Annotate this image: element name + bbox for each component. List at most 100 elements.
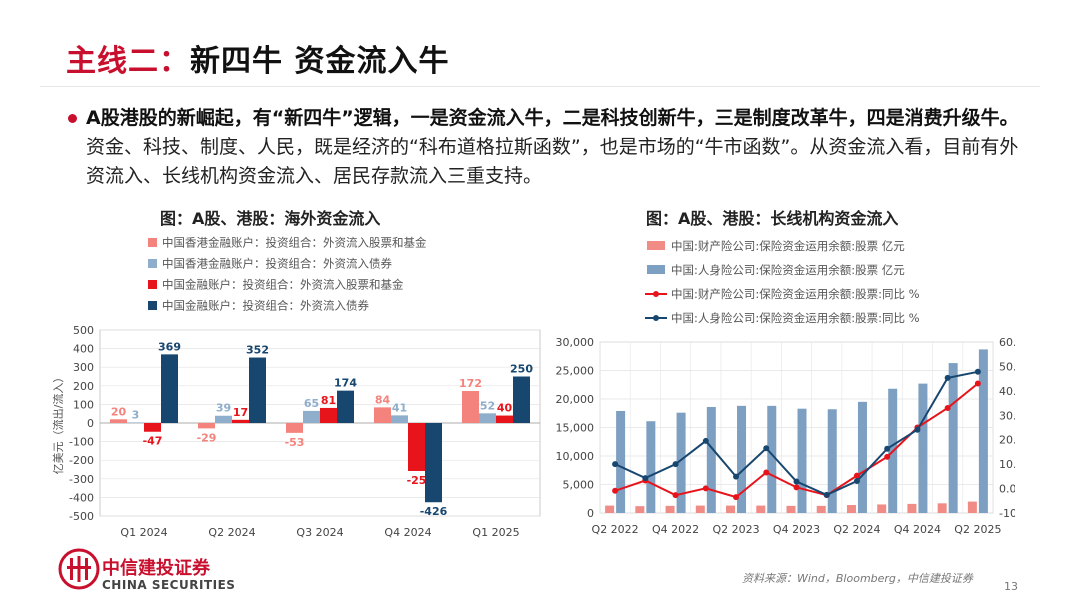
data-label-s2-c1: 17	[233, 406, 248, 419]
legend-label-0: 中国:财产险公司:保险资金运用余额:股票 亿元	[671, 239, 905, 253]
x-tick-label-5: Q4 2024	[894, 523, 941, 536]
y-tick-label-7: 200	[73, 380, 94, 393]
y2-tick-label-5: 40.0%	[999, 385, 1015, 398]
company-logo-icon	[58, 548, 100, 590]
point-s3-1	[642, 475, 649, 482]
bar-s1-0	[616, 410, 626, 513]
legend-label-2: 中国金融账户：投资组合：外资流入股票和基金	[162, 278, 404, 292]
data-label-s0-c3: 84	[375, 393, 391, 406]
y-tick-label-6: 100	[73, 398, 94, 411]
y2-tick-label-7: 60.0%	[999, 336, 1015, 349]
bar-s1-7	[827, 409, 837, 513]
y-tick-label-2: 10,000	[556, 450, 595, 463]
point-s3-12	[974, 368, 981, 375]
legend-label-3: 中国金融账户：投资组合：外资流入债券	[162, 299, 369, 313]
data-label-s2-c2: 81	[321, 394, 336, 407]
x-tick-label-3: Q4 2024	[384, 526, 431, 539]
y-tick-label-9: 400	[73, 343, 94, 356]
source-note: 资料来源：Wind，Bloomberg，中信建投证券	[742, 572, 973, 585]
bar-s0-0	[605, 505, 615, 513]
logo-text-cn: 中信建投证券	[102, 558, 210, 579]
y2-tick-label-6: 50.0%	[999, 360, 1015, 373]
bar-s1-10	[918, 383, 928, 513]
point-s2-4	[733, 494, 740, 501]
legend-swatch-1	[647, 265, 665, 274]
y2-tick-label-1: 0.0%	[999, 483, 1015, 496]
data-label-s3-c2: 174	[334, 377, 357, 390]
bar-s2-c4	[496, 415, 513, 423]
y2-tick-label-4: 30.0%	[999, 409, 1015, 422]
legend-marker-3	[653, 315, 659, 321]
x-tick-label-4: Q1 2025	[472, 526, 519, 539]
bar-s0-1	[635, 506, 645, 513]
data-label-s3-c1: 352	[246, 344, 269, 357]
legend-label-2: 中国:财产险公司:保险资金运用余额:股票:同比 %	[671, 287, 920, 301]
y-tick-label-0: 0	[587, 507, 594, 520]
point-s2-9	[884, 453, 891, 460]
chart-insurance-inflow: 中国:财产险公司:保险资金运用余额:股票 亿元中国:人身险公司:保险资金运用余额…	[556, 239, 1016, 536]
y-axis-label: 亿美元（流出/流入）	[51, 372, 65, 475]
data-label-s2-c3: -25	[407, 474, 427, 487]
bar-s0-c3	[374, 407, 391, 423]
x-tick-label-2: Q2 2023	[712, 523, 759, 536]
x-tick-label-1: Q2 2024	[208, 526, 255, 539]
y2-tick-label-0: -10.0%	[999, 507, 1015, 520]
x-tick-label-4: Q2 2024	[833, 523, 880, 536]
legend-swatch-2	[148, 280, 157, 289]
legend-swatch-3	[148, 301, 157, 310]
data-label-s2-c0: -47	[143, 435, 163, 448]
y2-tick-label-3: 20.0%	[999, 434, 1015, 447]
y-tick-label-8: 300	[73, 361, 94, 374]
x-tick-label-2: Q3 2024	[296, 526, 343, 539]
data-label-s3-c0: 369	[158, 340, 181, 353]
y-tick-label-1: -400	[69, 491, 94, 504]
bar-s1-8	[857, 401, 867, 513]
bar-s3-c3	[425, 423, 442, 503]
point-s2-3	[702, 485, 709, 492]
bar-s3-c0	[161, 354, 178, 423]
point-s3-8	[853, 477, 860, 484]
chart-foreign-inflow: 中国香港金融账户：投资组合：外资流入股票和基金中国香港金融账户：投资组合：外资流…	[51, 236, 541, 539]
bar-s0-5	[756, 505, 766, 513]
bar-s0-3	[695, 505, 705, 513]
point-s2-2	[672, 492, 679, 499]
data-label-s1-c4: 52	[480, 399, 495, 412]
logo-text-en: CHINA SECURITIES	[102, 578, 236, 592]
point-s3-10	[914, 426, 921, 433]
legend-swatch-1	[148, 259, 157, 268]
legend-label-1: 中国香港金融账户：投资组合：外资流入债券	[162, 257, 392, 271]
legend-label-3: 中国:人身险公司:保险资金运用余额:股票:同比 %	[671, 311, 920, 325]
y2-tick-label-2: 10.0%	[999, 458, 1015, 471]
bar-s1-1	[646, 421, 656, 513]
data-label-s3-c3: -426	[420, 505, 448, 518]
title-black-part: 新四牛 资金流入牛	[190, 44, 450, 79]
point-s3-5	[763, 445, 770, 452]
bar-s1-4	[737, 405, 747, 513]
point-s3-9	[884, 445, 891, 452]
y-tick-label-6: 30,000	[556, 336, 595, 349]
data-label-s1-c1: 39	[216, 402, 231, 415]
bar-s1-11	[948, 363, 958, 513]
bar-s1-2	[676, 412, 686, 513]
bar-s1-5	[767, 405, 777, 513]
bar-s3-c1	[249, 357, 266, 423]
bar-s1-3	[706, 406, 716, 513]
data-label-s0-c2: -53	[285, 436, 305, 449]
bar-s2-c2	[320, 407, 337, 423]
y-tick-label-5: 0	[87, 417, 94, 430]
point-s2-11	[944, 404, 951, 411]
bar-s0-4	[726, 505, 736, 513]
bar-s1-c3	[391, 415, 408, 423]
point-s3-2	[672, 461, 679, 468]
bar-s0-c0	[110, 419, 127, 423]
bullet-normal: 资金、科技、制度、人民，既是经济的“科布道格拉斯函数”，也是市场的“牛市函数”。…	[86, 136, 1019, 187]
bar-s0-11	[937, 503, 947, 513]
bar-s1-12	[978, 349, 988, 513]
y-tick-label-4: -100	[69, 436, 94, 449]
bar-s3-c4	[513, 376, 530, 423]
page-number: 13	[1004, 580, 1018, 593]
bar-s2-c0	[144, 423, 161, 432]
bullet-text: A股港股的新崛起，有“新四牛”逻辑，一是资金流入牛，二是科技创新牛，三是制度改革…	[86, 104, 1026, 191]
title-red-part: 主线二：	[66, 44, 190, 79]
y-tick-label-10: 500	[73, 324, 94, 337]
